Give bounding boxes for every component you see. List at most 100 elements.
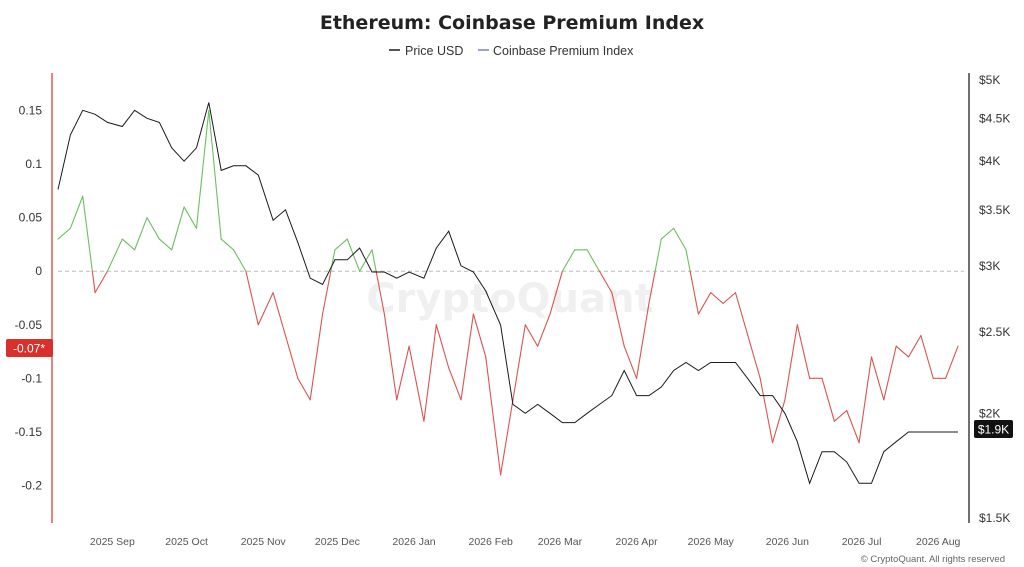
premium-segment [220, 238, 235, 251]
x-tick-label: 2026 Aug [916, 536, 961, 548]
premium-segment [57, 227, 71, 240]
premium-segment [245, 270, 259, 326]
premium-segment [660, 227, 675, 240]
premium-segment [772, 399, 786, 444]
premium-segment [512, 324, 526, 401]
x-tick-label: 2026 Mar [538, 536, 583, 548]
premium-segment [697, 292, 712, 315]
premium-segment [870, 356, 885, 401]
x-tick-label: 2025 Oct [165, 536, 208, 548]
premium-segment [907, 334, 922, 358]
current-premium-badge: -0.07* [6, 339, 53, 357]
premium-segment [654, 238, 662, 272]
premium-segment [183, 206, 198, 229]
premium-segment [734, 292, 749, 337]
premium-segment [598, 270, 613, 294]
premium-segment [460, 313, 474, 401]
premium-segment [134, 217, 148, 251]
premium-segment [895, 345, 910, 358]
price-line [57, 102, 958, 485]
premium-segment [158, 238, 173, 251]
premium-segment [106, 238, 123, 272]
premium-segment [883, 345, 897, 401]
chart-title: Ethereum: Coinbase Premium Index [320, 12, 704, 34]
premium-segment [383, 313, 398, 401]
legend-premium-label[interactable]: Coinbase Premium Index [493, 44, 634, 58]
x-tick-label: 2026 Feb [469, 536, 514, 548]
x-tick-label: 2026 Jan [392, 536, 435, 548]
premium-segment [821, 377, 835, 422]
left-tick-label: 0.15 [19, 104, 43, 118]
left-tick-label: -0.2 [21, 479, 42, 493]
left-axis-ticks: 0.15 0.1 0.05 0 -0.05 -0.1 -0.15 -0.2 [15, 104, 43, 493]
premium-segment [549, 270, 563, 315]
right-tick-label: $2.5K [979, 325, 1010, 339]
premium-segment [846, 409, 860, 444]
x-tick-label: 2026 Jun [766, 536, 809, 548]
current-price-badge: $1.9K [974, 420, 1013, 438]
premium-segment [722, 292, 737, 304]
left-tick-label: -0.15 [15, 425, 43, 439]
premium-segment [747, 334, 761, 379]
premium-segment [623, 345, 638, 379]
premium-segment [648, 270, 656, 304]
legend-price-label[interactable]: Price USD [405, 44, 463, 58]
premium-segment [375, 270, 385, 315]
premium-series [57, 109, 959, 476]
premium-segment [500, 399, 514, 476]
premium-segment [435, 324, 450, 369]
left-tick-label: -0.1 [21, 371, 42, 385]
left-tick-label: -0.05 [15, 318, 43, 332]
premium-segment [472, 313, 487, 358]
premium-segment [309, 313, 324, 401]
premium-segment [796, 324, 811, 379]
premium-segment [524, 324, 539, 347]
premium-segment [945, 345, 959, 379]
premium-segment [858, 356, 873, 444]
left-tick-label: 0 [35, 264, 42, 278]
premium-segment [82, 195, 93, 272]
x-tick-label: 2025 Sep [90, 536, 135, 548]
premium-segment [710, 292, 724, 304]
premium-segment [561, 249, 576, 272]
right-tick-label: $5K [979, 73, 1000, 87]
right-tick-label: $2K [979, 406, 1000, 420]
premium-segment [208, 109, 222, 240]
x-tick-label: 2026 May [688, 536, 735, 548]
premium-segment [485, 356, 502, 476]
premium-segment [448, 367, 462, 401]
premium-segment [423, 324, 437, 422]
premium-segment [586, 249, 601, 272]
premium-segment [272, 292, 287, 337]
premium-segment [396, 345, 410, 401]
right-tick-label: $1.5K [979, 511, 1010, 525]
x-tick-label: 2026 Jul [842, 536, 882, 548]
legend[interactable]: Price USD Coinbase Premium Index [389, 44, 634, 58]
premium-segment [334, 238, 348, 251]
right-tick-label: $3.5K [979, 203, 1010, 217]
current-premium-badge-bg [6, 339, 53, 357]
watermark: CryptoQuant [366, 276, 653, 322]
premium-segment [232, 249, 247, 272]
premium-segment [346, 238, 361, 272]
left-tick-label: 0.1 [25, 157, 42, 171]
credit-text: © CryptoQuant. All rights reserved [861, 554, 1005, 565]
premium-segment [685, 249, 691, 272]
premium-segment [371, 249, 377, 272]
right-axis-ticks: $1.5K $2K $2.5K $3K $3.5K $4K $4.5K $5K [979, 73, 1010, 525]
premium-segment [833, 409, 848, 422]
premium-segment [171, 206, 185, 251]
premium-segment [146, 217, 160, 240]
x-tick-label: 2026 Apr [616, 536, 659, 548]
premium-segment [69, 195, 84, 229]
premium-segment [297, 377, 311, 401]
premium-segment [537, 313, 551, 347]
premium-segment [91, 270, 96, 294]
left-tick-label: 0.05 [19, 211, 43, 225]
premium-segment [195, 109, 210, 229]
premium-segment [94, 270, 109, 294]
right-tick-label: $4.5K [979, 111, 1010, 125]
x-axis-ticks: 2025 Sep 2025 Oct 2025 Nov 2025 Dec 2026 Jan… [90, 536, 961, 548]
premium-segment [673, 227, 687, 251]
